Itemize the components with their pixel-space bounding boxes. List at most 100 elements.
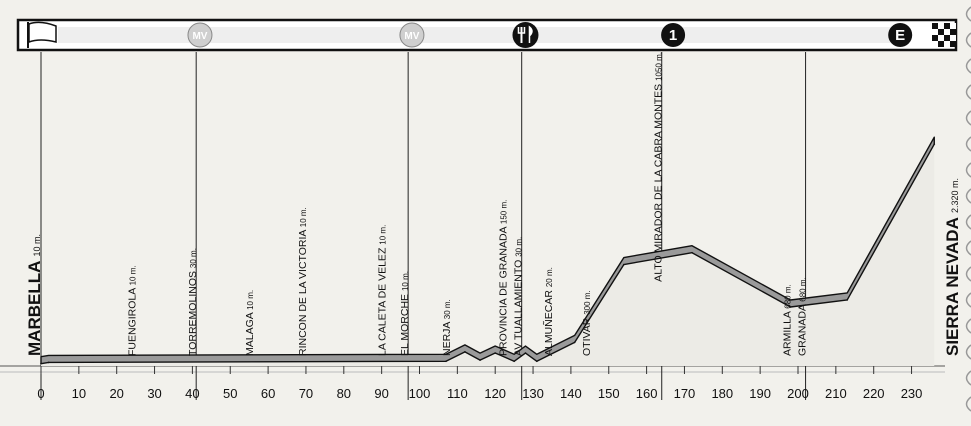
location-name: EL MORCHE xyxy=(399,291,411,356)
binding-ring xyxy=(967,111,971,125)
location-altitude: 2.320 m. xyxy=(950,178,960,213)
mv-icon: MV xyxy=(400,23,424,47)
location-label: NERJA 30 m. xyxy=(441,299,453,356)
location-altitude: 680 m. xyxy=(799,277,808,301)
binding-ring xyxy=(967,241,971,255)
mv-icon: MV xyxy=(188,23,212,47)
location-name: OTIVAR xyxy=(581,315,593,356)
x-tick-label: 220 xyxy=(863,386,885,401)
profile-point xyxy=(933,143,935,145)
location-altitude: 300 m. xyxy=(583,290,592,314)
binding-ring xyxy=(967,7,971,21)
x-tick-label: 20 xyxy=(109,386,123,401)
binding-ring xyxy=(967,85,971,99)
x-tick-label: 230 xyxy=(901,386,923,401)
mv-label: MV xyxy=(404,31,419,42)
location-name: FUENGIROLA xyxy=(127,285,139,356)
binding-ring xyxy=(967,33,971,47)
profile-point xyxy=(40,363,42,365)
location-name: SIERRA NEVADA xyxy=(943,213,962,356)
location-label: LA CALETA DE VELEZ 10 m. xyxy=(376,225,388,356)
location-name: MARBELLA xyxy=(25,257,44,356)
finish-e-icon: E xyxy=(888,23,912,47)
binding-rings xyxy=(967,7,971,411)
x-tick-label: 30 xyxy=(147,386,161,401)
x-tick-label: 70 xyxy=(299,386,313,401)
location-label: ALTO MIRADOR DE LA CABRA MONTES 1050 m. xyxy=(653,52,665,282)
x-tick-label: 90 xyxy=(374,386,388,401)
binding-ring xyxy=(967,59,971,73)
location-name: AV TUALLAMIENTO xyxy=(513,257,525,356)
location-altitude: 20 m. xyxy=(545,267,554,287)
profile-point xyxy=(525,352,527,354)
location-altitude: 10 m. xyxy=(401,271,410,291)
binding-ring xyxy=(967,345,971,359)
x-tick-label: 140 xyxy=(560,386,582,401)
x-tick-label: 80 xyxy=(337,386,351,401)
location-label: PROVINCIA DE GRANADA 150 m. xyxy=(498,200,510,356)
marker-label: 1 xyxy=(669,27,677,44)
location-label: OTIVAR 300 m. xyxy=(581,290,593,356)
location-name: PROVINCIA DE GRANADA xyxy=(498,224,510,356)
x-tick-label: 60 xyxy=(261,386,275,401)
profile-point xyxy=(536,360,538,362)
location-altitude: 30 m. xyxy=(189,248,198,268)
profile-point xyxy=(513,360,515,362)
finish-flag-icon xyxy=(932,23,956,47)
binding-ring xyxy=(967,215,971,229)
binding-ring xyxy=(967,319,971,333)
location-name: LA CALETA DE VELEZ xyxy=(376,245,388,356)
location-name: RINCON DE LA VICTORIA xyxy=(297,227,309,356)
x-tick-label: 160 xyxy=(636,386,658,401)
x-tick-label: 110 xyxy=(447,386,468,401)
location-name: ALMUÑECAR xyxy=(542,287,555,356)
location-altitude: 680 m. xyxy=(783,284,792,308)
profile-point xyxy=(445,360,447,362)
header-band-shade xyxy=(58,27,898,43)
profile-point xyxy=(846,299,848,301)
profile-point xyxy=(574,342,576,344)
x-tick-label: 150 xyxy=(598,386,620,401)
x-tick-label: 190 xyxy=(749,386,771,401)
binding-ring xyxy=(967,189,971,203)
location-label: RINCON DE LA VICTORIA 10 m. xyxy=(297,207,309,356)
mv-label: MV xyxy=(192,31,207,42)
x-tick-label: 40 xyxy=(185,386,199,401)
location-altitude: 1050 m. xyxy=(655,52,664,81)
location-label: ALMUÑECAR 20 m. xyxy=(542,267,555,356)
profile-point xyxy=(479,359,481,361)
location-label: GRANADA 680 m. xyxy=(797,277,809,356)
location-name: ALTO MIRADOR DE LA CABRA MONTES xyxy=(653,81,665,282)
x-tick-label: 10 xyxy=(72,386,86,401)
x-tick-label: 120 xyxy=(484,386,506,401)
profile-point xyxy=(691,252,693,254)
location-label: TORREMOLINOS 30 m. xyxy=(187,248,199,356)
location-name: TORREMOLINOS xyxy=(187,268,199,356)
profile-point xyxy=(48,362,50,364)
marker-label: E xyxy=(895,27,905,44)
location-name: GRANADA xyxy=(797,302,809,356)
profile-point xyxy=(623,264,625,266)
location-label: EL MORCHE 10 m. xyxy=(399,271,411,356)
x-tick-label: 0 xyxy=(37,386,44,401)
x-tick-label: 180 xyxy=(711,386,733,401)
climb-icon: 1 xyxy=(661,23,685,47)
location-altitude: 10 m. xyxy=(246,290,255,310)
binding-ring xyxy=(967,137,971,151)
location-altitude: 30 m. xyxy=(515,237,524,257)
location-altitude: 30 m. xyxy=(443,299,452,319)
binding-ring xyxy=(967,371,971,385)
location-altitude: 10 m. xyxy=(378,225,387,245)
location-altitude: 10 m. xyxy=(299,207,308,227)
x-tick-label: 210 xyxy=(825,386,847,401)
profile-point xyxy=(464,351,466,353)
location-name: ARMILLA xyxy=(781,309,793,356)
binding-ring xyxy=(967,293,971,307)
location-label: SIERRA NEVADA 2.320 m. xyxy=(943,178,962,356)
x-tick-label: 200 xyxy=(787,386,809,401)
location-label: MALAGA 10 m. xyxy=(244,290,256,356)
location-label: MARBELLA 10 m. xyxy=(25,234,44,356)
binding-ring xyxy=(967,267,971,281)
binding-ring xyxy=(967,163,971,177)
